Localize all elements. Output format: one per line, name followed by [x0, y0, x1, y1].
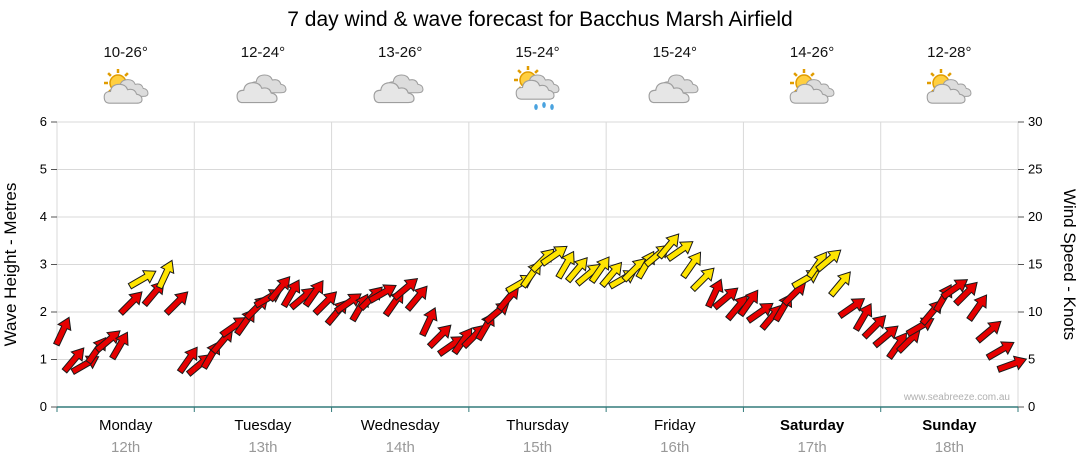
wind-arrow	[656, 233, 680, 260]
svg-text:30: 30	[1028, 114, 1042, 129]
day-temperature: 10-26°	[103, 44, 148, 61]
left-axis-ticks: 0 1 2 3 4 5 6	[40, 114, 57, 414]
day-date: 13th	[248, 439, 277, 456]
svg-text:5: 5	[40, 162, 47, 177]
wind-arrow	[815, 249, 842, 273]
day-name: Tuesday	[234, 417, 291, 434]
wind-arrow	[267, 276, 291, 303]
wind-arrow	[155, 259, 175, 290]
wind-arrow	[940, 279, 969, 301]
right-axis-label: Wind Speed - Knots	[1060, 189, 1079, 340]
day-date: 14th	[386, 439, 415, 456]
watermark: www.seabreeze.com.au	[903, 392, 1010, 403]
day-temperature: 12-24°	[240, 44, 286, 61]
wind-arrow	[705, 278, 724, 309]
left-axis-label: Wave Height - Metres	[1, 183, 20, 347]
wind-arrow	[312, 291, 338, 316]
svg-text:4: 4	[40, 209, 47, 224]
wind-arrow	[117, 291, 143, 316]
wind-arrow	[109, 331, 129, 361]
svg-text:0: 0	[40, 399, 47, 414]
page-title: 7 day wind & wave forecast for Bacchus M…	[287, 8, 793, 31]
wind-arrow	[953, 281, 978, 307]
wind-arrow	[419, 307, 438, 338]
day-name: Friday	[654, 417, 696, 434]
svg-text:2: 2	[40, 304, 47, 319]
wind-arrow	[127, 270, 157, 290]
day-name: Thursday	[506, 417, 569, 434]
showers-icon	[506, 66, 570, 114]
day-name: Sunday	[922, 417, 977, 434]
wind-arrow	[599, 261, 623, 289]
wind-arrow	[712, 287, 739, 311]
wind-arrow	[680, 251, 702, 280]
day-date: 18th	[935, 439, 964, 456]
cloudy-icon	[643, 66, 707, 114]
wind-arrow	[555, 250, 575, 280]
wind-arrow	[367, 284, 397, 304]
svg-text:1: 1	[40, 352, 47, 367]
wind-arrow	[426, 324, 452, 350]
day-date: 17th	[797, 439, 826, 456]
day-temperature: 14-26°	[789, 44, 835, 61]
svg-text:20: 20	[1028, 209, 1042, 224]
wind-arrow	[872, 325, 899, 349]
day-name: Wednesday	[361, 417, 440, 434]
svg-text:3: 3	[40, 257, 47, 272]
day-date: 15th	[523, 439, 552, 456]
wind-arrow	[588, 256, 610, 284]
wind-arrow	[52, 316, 72, 347]
wind-arrow	[828, 271, 851, 298]
wind-arrow	[334, 293, 362, 315]
wind-arrow	[404, 285, 428, 312]
svg-text:0: 0	[1028, 399, 1035, 414]
svg-text:10: 10	[1028, 304, 1042, 319]
day-temperature: 15-24°	[515, 44, 560, 61]
day-name: Saturday	[780, 417, 845, 434]
wind-arrow	[966, 294, 988, 322]
cloudy-icon	[231, 66, 295, 114]
wind-arrow	[737, 289, 759, 318]
wind-arrow	[539, 245, 568, 267]
wind-arrow	[176, 346, 198, 375]
svg-text:15: 15	[1028, 257, 1042, 272]
wind-arrow	[391, 278, 419, 301]
day-temperature: 15-24°	[652, 44, 697, 61]
day-temperature: 12-28°	[927, 44, 972, 61]
right-axis-ticks: 0 5 10 15 20 25 30	[1018, 114, 1042, 414]
svg-text:5: 5	[1028, 352, 1035, 367]
wind-arrow	[61, 347, 85, 374]
wind-arrow	[163, 291, 189, 316]
day-temperature: 13-26°	[378, 44, 423, 61]
wind-arrow	[665, 241, 694, 263]
partly-cloudy-icon	[780, 66, 844, 114]
partly-cloudy-icon	[94, 66, 158, 114]
wind-arrow	[861, 314, 887, 340]
wind-arrow	[852, 302, 873, 332]
svg-text:6: 6	[40, 114, 47, 129]
wind-arrow	[94, 330, 121, 354]
wind-arrow	[985, 341, 1015, 361]
cloudy-icon	[368, 66, 432, 114]
wind-arrow	[996, 355, 1028, 373]
wind-arrows	[52, 233, 1028, 377]
wind-arrow	[837, 298, 866, 320]
wind-arrow	[302, 279, 324, 308]
day-name: Monday	[99, 417, 153, 434]
wind-arrow	[745, 302, 774, 324]
svg-text:25: 25	[1028, 162, 1042, 177]
wind-arrow	[975, 320, 1002, 344]
partly-cloudy-icon	[917, 66, 981, 114]
wind-arrow	[280, 279, 301, 309]
day-date: 12th	[111, 439, 140, 456]
day-date: 16th	[660, 439, 689, 456]
wind-arrow	[689, 267, 715, 293]
wind-arrow	[564, 257, 588, 284]
